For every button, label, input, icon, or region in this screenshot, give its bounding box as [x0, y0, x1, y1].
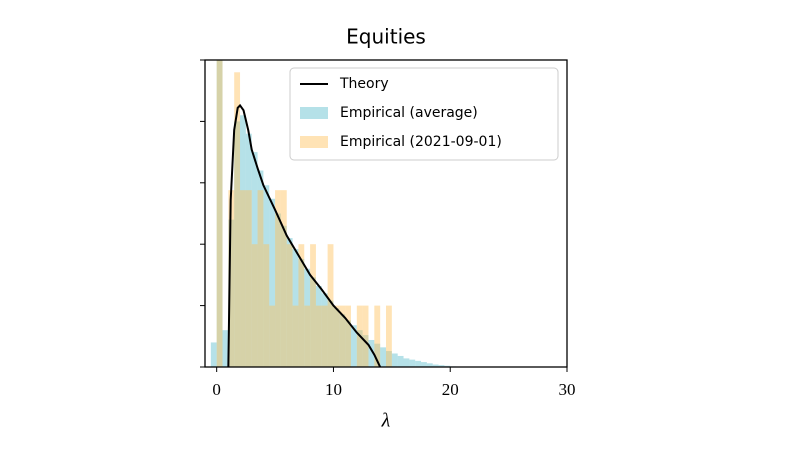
histogram-bar — [321, 305, 328, 367]
histogram-bar — [263, 244, 270, 367]
histogram-bar — [397, 355, 404, 367]
histogram-bar — [240, 115, 246, 367]
chart-title: Equities — [346, 25, 426, 49]
histogram-bar — [421, 362, 427, 367]
histogram-bar — [234, 72, 241, 367]
legend-swatch — [300, 136, 328, 148]
histogram-bar — [327, 300, 334, 367]
histogram-bar — [222, 330, 229, 367]
histogram-bar — [240, 190, 246, 367]
histogram-bar — [403, 358, 410, 367]
axes-frame — [204, 59, 568, 368]
histogram-bar — [228, 219, 235, 367]
histogram-bar — [391, 353, 398, 367]
x-tick-label: 10 — [325, 380, 342, 399]
x-tick-label: 20 — [442, 380, 459, 399]
histogram-bar — [321, 293, 328, 367]
histogram-bar — [275, 213, 281, 367]
histogram-bar — [374, 343, 381, 367]
histogram-bar — [350, 325, 357, 367]
x-axis-label: λ — [381, 410, 391, 432]
legend-label: Empirical (average) — [340, 105, 478, 121]
histogram-bar — [386, 305, 392, 367]
histogram-bar — [304, 305, 311, 367]
theory-line — [227, 103, 382, 367]
histogram-bar — [339, 305, 346, 367]
histogram-bar — [257, 170, 264, 367]
legend: Theory Empirical (average) Empirical (2021… — [289, 67, 559, 161]
histogram-bar — [438, 365, 445, 367]
x-tick-label: 0 — [212, 380, 221, 399]
legend-label: Theory — [339, 76, 389, 92]
histogram-bar — [380, 347, 386, 367]
histogram-bar — [251, 152, 258, 367]
legend-box — [289, 67, 559, 161]
histogram-bar — [333, 305, 340, 367]
histogram-bar — [374, 305, 381, 367]
histogram-bar — [245, 133, 252, 367]
histogram-bar — [327, 244, 334, 367]
histogram-bar — [298, 244, 305, 367]
histogram-bar — [216, 60, 223, 367]
histogram-bar — [315, 285, 322, 367]
histogram-bar — [245, 190, 252, 367]
histogram-bar — [315, 305, 322, 367]
histogram-bar — [298, 258, 305, 367]
histogram-bar — [368, 339, 375, 367]
histogram-bar — [409, 359, 416, 367]
histogram-bar — [280, 190, 287, 367]
histogram-bar — [210, 342, 217, 367]
histogram-bar — [269, 305, 276, 367]
histogram-bar — [286, 244, 293, 367]
histogram-bar — [234, 121, 241, 367]
histogram-bar — [292, 305, 299, 367]
histogram-bar — [269, 198, 276, 367]
histogram-bar — [310, 244, 316, 367]
histogram-bar — [251, 244, 258, 367]
histogram-bar — [362, 335, 369, 367]
histogram-bar — [257, 190, 264, 367]
plot-area — [210, 60, 457, 367]
histogram-bar — [386, 351, 392, 367]
legend-label: Empirical (2021-09-01) — [340, 134, 502, 150]
histogram-bar — [362, 305, 369, 367]
histogram-bar — [415, 360, 422, 367]
histogram-bar — [275, 190, 281, 367]
histogram-bar — [304, 268, 311, 367]
histogram-bar — [356, 330, 363, 367]
x-tick-label: 30 — [559, 380, 576, 399]
histogram-bar — [345, 320, 351, 367]
histogram-bar — [263, 185, 270, 367]
histogram-bar — [339, 314, 346, 367]
histogram-bar — [286, 238, 293, 367]
histogram-bar — [280, 225, 287, 367]
legend-swatch — [300, 107, 328, 119]
histogram-bar — [432, 364, 439, 367]
histogram-bar — [333, 308, 340, 367]
histogram-bar — [292, 249, 299, 367]
histogram-bar — [345, 305, 351, 367]
histogram-bar — [310, 277, 316, 367]
histogram-bar — [228, 190, 235, 367]
histogram-bar — [426, 363, 433, 367]
histogram-bar — [216, 60, 223, 367]
